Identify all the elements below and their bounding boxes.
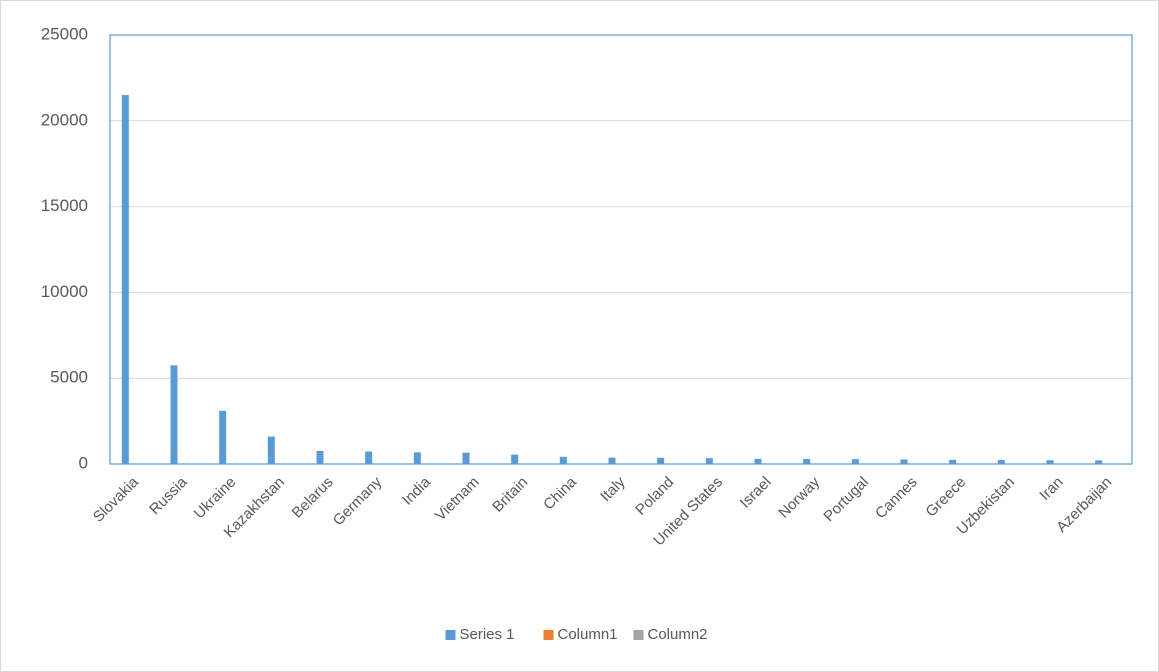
bar (121, 95, 129, 464)
legend-swatch (543, 630, 554, 640)
bar (949, 459, 957, 464)
bar (462, 452, 470, 464)
bar (900, 459, 908, 464)
bar (511, 454, 519, 464)
bar (170, 365, 178, 464)
bar (803, 459, 811, 464)
bar (219, 410, 227, 464)
legend-label: Column1 (558, 626, 618, 643)
y-tick-label: 0 (79, 453, 88, 472)
legend-swatch (633, 630, 644, 640)
bar (365, 451, 373, 464)
bar (1046, 460, 1054, 464)
legend-label: Series 1 (460, 626, 515, 643)
y-tick-label: 25000 (41, 24, 88, 43)
y-tick-label: 20000 (41, 110, 88, 129)
bar (1095, 460, 1103, 464)
legend-label: Column2 (648, 626, 708, 643)
y-tick-label: 15000 (41, 196, 88, 215)
bar (608, 457, 616, 464)
legend-swatch (445, 630, 456, 640)
bar (705, 458, 713, 464)
bar (413, 452, 421, 464)
y-tick-label: 10000 (41, 282, 88, 301)
bar (851, 459, 859, 464)
y-tick-label: 5000 (50, 368, 88, 387)
bar (657, 457, 665, 464)
bar (754, 458, 762, 464)
bar (316, 450, 324, 464)
bar (559, 456, 567, 464)
bar (997, 460, 1005, 464)
plot-area (109, 34, 1133, 465)
bar (267, 436, 275, 464)
